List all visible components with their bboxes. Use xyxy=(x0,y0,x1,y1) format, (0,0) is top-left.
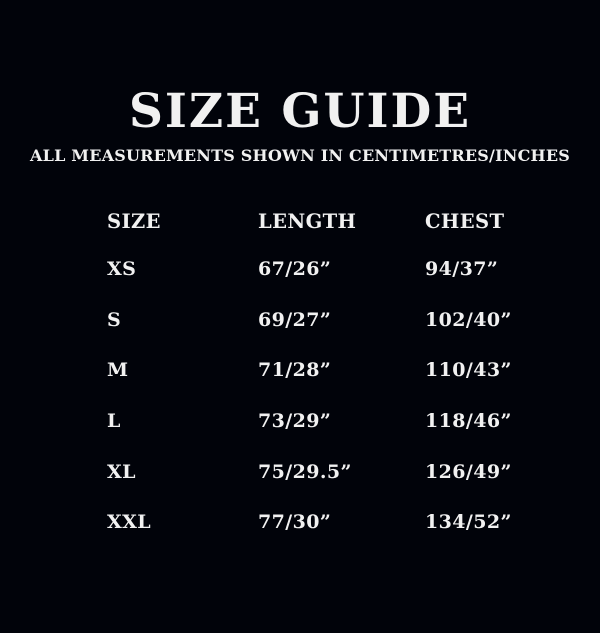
size-label: S xyxy=(107,308,122,331)
chest-value: 94/37” xyxy=(425,258,499,281)
chest-value: 126/49” xyxy=(425,460,512,483)
length-value: 73/29” xyxy=(258,410,332,433)
measurements-note: ALL MEASUREMENTS SHOWN IN CENTIMETRES/IN… xyxy=(30,146,570,165)
size-label: XL xyxy=(107,460,136,483)
length-value: 69/27” xyxy=(258,308,332,331)
chest-value: 102/40” xyxy=(425,308,512,331)
size-label: XXL xyxy=(107,511,152,534)
length-value: 75/29.5” xyxy=(258,460,352,483)
size-label: XS xyxy=(107,258,137,281)
size-label: M xyxy=(107,359,129,382)
length-value: 77/30” xyxy=(258,511,332,534)
column-header-chest: CHEST xyxy=(425,209,505,233)
chest-value: 134/52” xyxy=(425,511,512,534)
size-label: L xyxy=(107,410,121,433)
length-value: 71/28” xyxy=(258,359,332,382)
page-title: SIZE GUIDE xyxy=(128,84,472,139)
column-header-size: SIZE xyxy=(107,209,161,233)
size-table: SIZE LENGTH CHEST XS 67/26” 94/37” S 69/… xyxy=(107,198,600,548)
chest-value: 110/43” xyxy=(425,359,512,382)
length-value: 67/26” xyxy=(258,258,332,281)
chest-value: 118/46” xyxy=(425,410,512,433)
column-header-length: LENGTH xyxy=(258,209,357,233)
